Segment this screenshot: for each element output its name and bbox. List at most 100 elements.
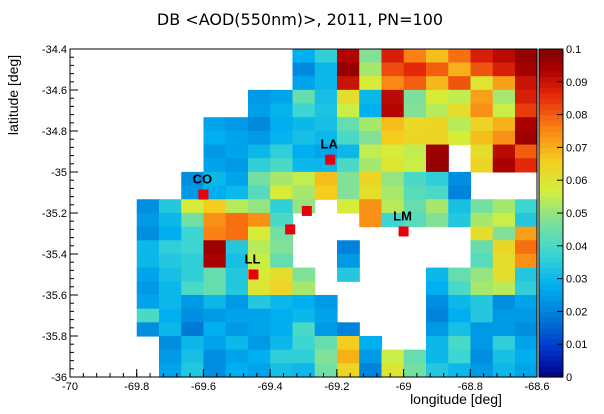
heatmap-cell — [492, 158, 516, 173]
heatmap-cell — [514, 363, 538, 378]
heatmap-cell — [492, 76, 516, 91]
heatmap-cell — [359, 103, 383, 118]
heatmap-cell — [425, 103, 449, 118]
site-label: LA — [321, 137, 339, 152]
colorbar-segment — [539, 125, 563, 132]
heatmap-cell — [514, 117, 538, 132]
heatmap-cell — [359, 62, 383, 77]
heatmap-cell — [403, 89, 427, 105]
heatmap-cell — [403, 103, 427, 118]
heatmap-cell — [425, 76, 449, 91]
heatmap-cell — [381, 62, 405, 77]
heatmap-cell — [403, 76, 427, 91]
heatmap-cell — [203, 144, 227, 159]
heatmap-cell — [336, 130, 360, 146]
heatmap-cell — [492, 226, 516, 241]
heatmap-cell — [403, 49, 427, 64]
heatmap-cell — [225, 158, 249, 173]
heatmap-cell — [181, 212, 205, 228]
heatmap-cell — [314, 363, 338, 378]
heatmap-cell — [470, 49, 494, 64]
heatmap-cell — [492, 103, 516, 118]
heatmap-cell — [359, 130, 383, 146]
heatmap-cell — [359, 76, 383, 91]
heatmap-cell — [159, 335, 182, 351]
heatmap-cell — [203, 281, 227, 296]
heatmap-cell — [470, 89, 494, 105]
heatmap-cell — [270, 294, 294, 310]
y-axis-ticks: -34.4 -34.6 -34.8 -35 -35.2 -35.4 -35.6 -35.8 -3… — [42, 44, 78, 384]
x-axis-ticks: -70 -69.8 -69.6 -69.4 -69.2 -69 -68.8 -68.6 — [62, 369, 550, 393]
colorbar-segment — [539, 229, 563, 236]
heatmap-cell — [514, 267, 538, 282]
y-tick-label: -35.4 — [42, 249, 67, 261]
heatmap-cell — [492, 89, 516, 105]
site-label: CO — [193, 172, 213, 187]
heatmap-cell — [247, 308, 271, 323]
heatmap-cell — [247, 226, 271, 241]
heatmap-cell — [470, 363, 494, 378]
heatmap-cell — [381, 76, 405, 91]
heatmap-cell — [448, 363, 472, 378]
heatmap-cell — [314, 171, 338, 187]
colorbar-segment — [539, 327, 563, 334]
heatmap-cell — [425, 62, 449, 77]
heatmap-cell — [225, 335, 249, 351]
heatmap-cell — [292, 267, 316, 282]
heatmap-cell — [336, 335, 360, 351]
site-marker — [325, 154, 336, 165]
heatmap-cell — [225, 281, 249, 296]
heatmap-cell — [314, 185, 338, 200]
heatmap-cell — [203, 226, 227, 241]
x-tick-label: -70 — [62, 381, 78, 393]
colorbar-segment — [539, 65, 563, 72]
heatmap-cell — [492, 322, 516, 337]
heatmap-cell — [136, 253, 160, 269]
heatmap-cell — [136, 240, 160, 255]
site-marker — [285, 224, 296, 235]
heatmap-cell — [247, 185, 271, 200]
colorbar-tick-label: 0.06 — [566, 175, 587, 187]
heatmap-cell — [381, 185, 405, 200]
heatmap-cell — [403, 185, 427, 200]
colorbar-segment — [539, 87, 563, 94]
colorbar-segment — [539, 240, 563, 247]
chart-title: DB <AOD(550nm)>, 2011, PN=100 — [157, 10, 443, 29]
heatmap-cell — [270, 185, 294, 200]
y-axis-label: latitude [deg] — [5, 55, 21, 135]
heatmap-cell — [492, 363, 516, 378]
x-tick-label: -68.6 — [524, 381, 549, 393]
heatmap-cell — [336, 267, 360, 282]
heatmap-cell — [425, 294, 449, 310]
y-tick-label: -35.8 — [42, 331, 67, 343]
heatmap-cell — [359, 89, 383, 105]
heatmap-cell — [136, 212, 160, 228]
colorbar-segment — [539, 174, 563, 181]
heatmap-cell — [292, 185, 316, 200]
heatmap-cell — [403, 144, 427, 159]
colorbar-segment — [539, 163, 563, 170]
heatmap-cell — [359, 212, 383, 228]
site-marker — [398, 226, 409, 237]
heatmap-cell — [492, 240, 516, 255]
heatmap-cell — [225, 130, 249, 146]
heatmap-cell — [381, 144, 405, 159]
heatmap-cell — [181, 294, 205, 310]
heatmap-cell — [403, 349, 427, 364]
heatmap-cell — [336, 62, 360, 77]
x-tick-label: -69.4 — [258, 381, 283, 393]
heatmap-cell — [225, 363, 249, 378]
heatmap-cell — [292, 89, 316, 105]
site-marker — [301, 205, 312, 216]
colorbar-tick-label: 0.03 — [566, 274, 587, 286]
heatmap-cell — [136, 322, 160, 337]
heatmap-cell — [225, 240, 249, 255]
heatmap-cell — [448, 76, 472, 91]
colorbar-segment — [539, 349, 563, 356]
heatmap-cell — [159, 281, 182, 296]
heatmap-cell — [181, 267, 205, 282]
heatmap-cell — [492, 130, 516, 146]
heatmap-cell — [470, 267, 494, 282]
heatmap-cell — [247, 253, 271, 269]
